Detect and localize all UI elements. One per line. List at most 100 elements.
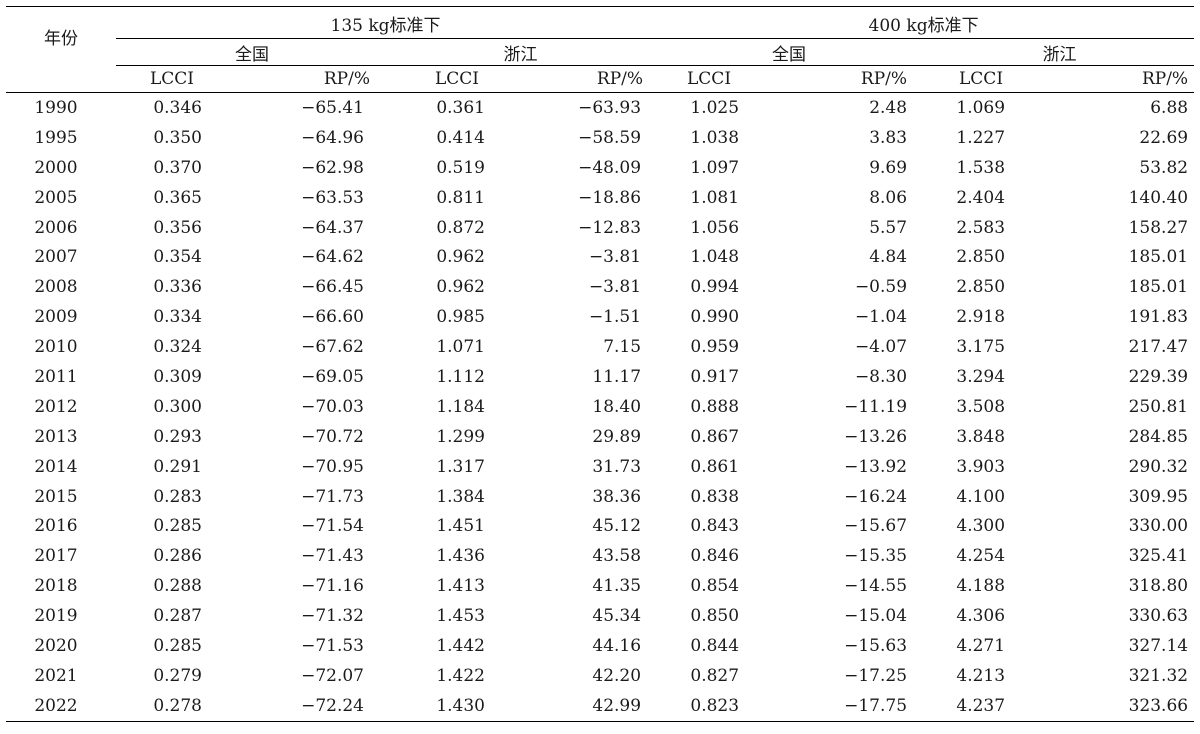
cell-n400-lcci: 0.843 [690,516,740,537]
cell-z400-lcci: 2.850 [956,247,1006,268]
cell-n135-lcci: 0.356 [153,217,202,238]
region-national-400-header: 全国 [653,39,926,66]
cell-z135-rp: 38.36 [592,486,642,507]
cell-n400-lcci: 0.854 [690,576,740,597]
cell-z400-lcci: 4.271 [956,635,1006,656]
cell-z400-rp: 53.82 [1139,157,1189,178]
cell-n135-rp: −66.60 [301,307,364,328]
cell-n400-lcci: 0.827 [690,665,740,686]
standard-400-header: 400 kg标准下 [653,7,1195,40]
table-row: 1990 0.346 −65.41 0.361 −63.93 1.025 2.48 1.069… [6,93,1194,123]
cell-n135-rp: −64.62 [301,247,364,268]
cell-n135-rp: −70.95 [301,456,364,477]
cell-z400-rp: 158.27 [1128,217,1189,238]
cell-n135-lcci: 0.287 [153,606,202,627]
cell-z400-rp: 185.01 [1128,247,1189,268]
cell-z400-rp: 140.40 [1128,187,1189,208]
cell-z400-rp: 325.41 [1128,546,1189,567]
cell-n400-lcci: 0.861 [690,456,740,477]
cell-n135-rp: −62.98 [301,157,364,178]
cell-n135-lcci: 0.346 [153,97,202,118]
cell-n400-rp: −14.55 [844,576,908,597]
cell-z135-lcci: 1.413 [436,576,485,597]
cell-year: 2012 [34,396,78,417]
cell-n400-lcci: 0.867 [690,426,740,447]
cell-n135-lcci: 0.285 [153,635,202,656]
table-header: 年份 135 kg标准下 400 kg标准下 全国 浙江 全国 浙江 LCCI … [6,7,1195,93]
cell-z400-lcci: 4.213 [956,665,1006,686]
cell-n135-rp: −72.24 [301,695,364,716]
cell-n135-lcci: 0.365 [153,187,202,208]
cell-z135-rp: 41.35 [592,576,642,597]
cell-n135-lcci: 0.285 [153,516,202,537]
cell-n400-lcci: 0.823 [690,695,740,716]
cell-n400-lcci: 1.056 [690,217,740,238]
cell-z400-lcci: 2.583 [956,217,1006,238]
cell-z135-rp: −18.86 [578,187,642,208]
cell-z400-rp: 327.14 [1128,635,1189,656]
cell-n135-rp: −71.16 [301,576,364,597]
cell-z135-lcci: 0.361 [436,97,485,118]
cell-z135-lcci: 1.317 [436,456,485,477]
cell-n135-lcci: 0.350 [153,127,202,148]
cell-year: 2005 [34,187,78,208]
cell-n400-lcci: 0.850 [690,606,740,627]
table-row: 2012 0.300 −70.03 1.184 18.40 0.888 −11.19 3.50… [6,392,1194,422]
cell-n135-rp: −71.54 [301,516,364,537]
cell-z135-rp: −3.81 [588,247,642,268]
cell-z400-lcci: 1.227 [956,127,1006,148]
cell-year: 2014 [34,456,78,477]
cell-n400-rp: −15.04 [844,606,908,627]
cell-n400-rp: −1.04 [854,307,908,328]
cell-n400-lcci: 0.917 [690,366,740,387]
cell-z400-lcci: 4.306 [956,606,1006,627]
table-row: 2006 0.356 −64.37 0.872 −12.83 1.056 5.57 2.583… [6,213,1194,243]
cell-n400-rp: 9.69 [869,157,908,178]
cell-z400-rp: 290.32 [1128,456,1189,477]
cell-z135-lcci: 1.451 [436,516,485,537]
cell-n400-rp: −17.75 [844,695,908,716]
cell-z135-lcci: 1.071 [436,337,485,358]
cell-z400-rp: 22.69 [1139,127,1189,148]
cell-n135-lcci: 0.291 [153,456,202,477]
table-body: 1990 0.346 −65.41 0.361 −63.93 1.025 2.48 1.069… [6,93,1194,722]
cell-z400-lcci: 3.175 [956,337,1006,358]
cell-year: 2013 [34,426,78,447]
region-zhejiang-400-header: 浙江 [925,39,1195,66]
cell-n400-lcci: 0.844 [690,635,740,656]
cell-year: 2019 [34,606,78,627]
cell-z135-rp: −1.51 [588,307,642,328]
cell-n400-lcci: 0.846 [690,546,740,567]
cell-z400-rp: 318.80 [1128,576,1189,597]
cell-n135-rp: −64.37 [301,217,364,238]
cell-year: 2022 [34,695,78,716]
cell-n135-lcci: 0.324 [153,337,202,358]
cell-z400-lcci: 4.300 [956,516,1006,537]
cell-n400-rp: −0.59 [854,277,908,298]
cell-n135-rp: −70.72 [301,426,364,447]
cell-n400-rp: −13.92 [844,456,908,477]
cell-n135-rp: −71.53 [301,635,364,656]
cell-n135-rp: −67.62 [301,337,364,358]
table-row: 2018 0.288 −71.16 1.413 41.35 0.854 −14.55 4.18… [6,571,1194,601]
cell-year: 2017 [34,546,78,567]
cell-z135-lcci: 1.384 [436,486,485,507]
cell-z135-lcci: 0.872 [436,217,485,238]
cell-z400-lcci: 2.404 [956,187,1006,208]
cell-year: 2009 [34,307,78,328]
cell-z400-rp: 309.95 [1128,486,1189,507]
cell-z135-lcci: 0.962 [436,277,485,298]
cell-z400-lcci: 1.538 [956,157,1006,178]
cell-n400-rp: −17.25 [844,665,908,686]
col-lcci-header: LCCI [388,66,503,93]
cell-n135-lcci: 0.334 [153,307,202,328]
cell-n135-rp: −70.03 [301,396,364,417]
table-row: 2019 0.287 −71.32 1.453 45.34 0.850 −15.04 4.30… [6,601,1194,631]
cell-z400-lcci: 4.100 [956,486,1006,507]
table-row: 2005 0.365 −63.53 0.811 −18.86 1.081 8.06 2.404… [6,183,1194,213]
col-lcci-header: LCCI [116,66,238,93]
cell-z135-lcci: 1.184 [436,396,485,417]
table-row: 2008 0.336 −66.45 0.962 −3.81 0.994 −0.59 2.850… [6,272,1194,302]
cell-n400-lcci: 1.097 [690,157,740,178]
col-rp-header: RP/% [775,66,926,93]
